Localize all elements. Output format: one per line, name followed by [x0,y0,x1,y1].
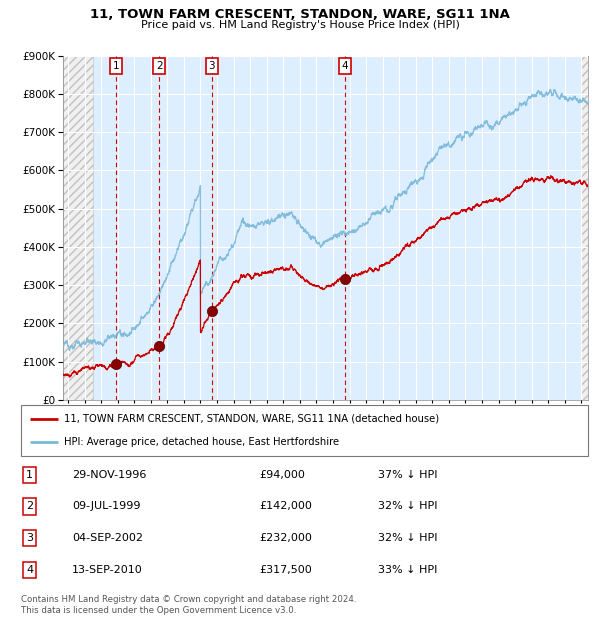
Text: 29-NOV-1996: 29-NOV-1996 [72,470,146,480]
Text: 11, TOWN FARM CRESCENT, STANDON, WARE, SG11 1NA (detached house): 11, TOWN FARM CRESCENT, STANDON, WARE, S… [64,414,439,423]
Text: 33% ↓ HPI: 33% ↓ HPI [378,565,437,575]
Text: Price paid vs. HM Land Registry's House Price Index (HPI): Price paid vs. HM Land Registry's House … [140,20,460,30]
Text: 1: 1 [113,61,119,71]
Text: 04-SEP-2002: 04-SEP-2002 [72,533,143,543]
Text: 37% ↓ HPI: 37% ↓ HPI [378,470,438,480]
Text: 11, TOWN FARM CRESCENT, STANDON, WARE, SG11 1NA: 11, TOWN FARM CRESCENT, STANDON, WARE, S… [90,8,510,21]
Text: 32% ↓ HPI: 32% ↓ HPI [378,533,438,543]
Text: 2: 2 [26,502,33,512]
Text: 32% ↓ HPI: 32% ↓ HPI [378,502,438,512]
Text: 4: 4 [26,565,33,575]
Text: 3: 3 [208,61,215,71]
Text: HPI: Average price, detached house, East Hertfordshire: HPI: Average price, detached house, East… [64,437,338,447]
Text: 3: 3 [26,533,33,543]
Text: 1: 1 [26,470,33,480]
Text: £317,500: £317,500 [259,565,312,575]
Text: 4: 4 [341,61,348,71]
Text: £94,000: £94,000 [259,470,305,480]
Point [112,359,121,369]
Point [155,340,164,350]
Point [207,306,217,316]
Text: £142,000: £142,000 [259,502,312,512]
Point [340,273,350,283]
Text: Contains HM Land Registry data © Crown copyright and database right 2024.: Contains HM Land Registry data © Crown c… [21,595,356,604]
Text: This data is licensed under the Open Government Licence v3.0.: This data is licensed under the Open Gov… [21,606,296,616]
Text: 13-SEP-2010: 13-SEP-2010 [72,565,143,575]
Text: 2: 2 [156,61,163,71]
Text: £232,000: £232,000 [259,533,312,543]
Text: 09-JUL-1999: 09-JUL-1999 [72,502,140,512]
